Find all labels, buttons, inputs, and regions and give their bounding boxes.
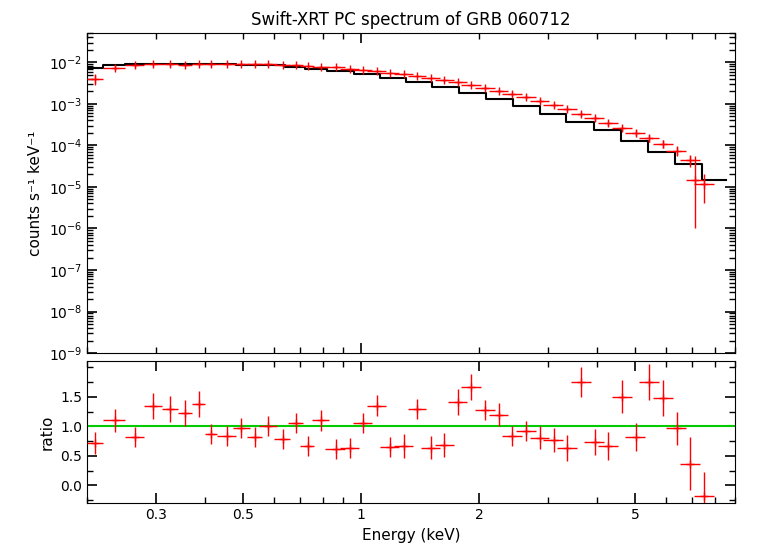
Y-axis label: ratio: ratio (39, 415, 55, 450)
Y-axis label: counts s⁻¹ keV⁻¹: counts s⁻¹ keV⁻¹ (28, 131, 43, 256)
Title: Swift-XRT PC spectrum of GRB 060712: Swift-XRT PC spectrum of GRB 060712 (252, 11, 571, 29)
X-axis label: Energy (keV): Energy (keV) (362, 528, 460, 543)
